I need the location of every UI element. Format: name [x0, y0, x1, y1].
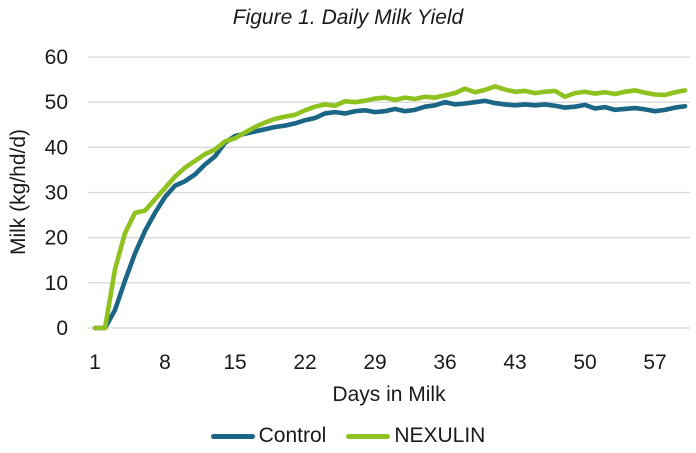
chart-title-text: Daily Milk Yield — [321, 6, 464, 29]
x-tick-label: 29 — [363, 351, 386, 374]
x-tick-label: 1 — [89, 351, 101, 374]
y-tick-label: 60 — [45, 46, 68, 69]
control-line-swatch — [210, 433, 255, 439]
y-tick-label: 40 — [45, 136, 68, 159]
x-tick-label: 15 — [223, 351, 246, 374]
y-tick-label: 10 — [45, 272, 68, 295]
y-axis-title: Milk (kg/hd/d) — [7, 129, 30, 255]
x-tick-label: 8 — [159, 351, 171, 374]
x-tick-label: 57 — [643, 351, 666, 374]
legend-label-nexulin: NEXULIN — [394, 424, 486, 447]
chart-title-prefix: Figure 1. — [232, 6, 316, 29]
y-tick-label: 0 — [56, 317, 68, 340]
y-tick-label: 30 — [45, 182, 68, 205]
legend-label-control: Control — [258, 424, 327, 447]
x-tick-label: 50 — [573, 351, 596, 374]
x-axis-title: Days in Milk — [332, 383, 446, 406]
gridlines — [88, 56, 690, 329]
legend-item-nexulin: NEXULIN — [346, 424, 485, 448]
legend: Control NEXULIN — [0, 424, 696, 448]
x-tick-label: 43 — [503, 351, 526, 374]
y-tick-label: 50 — [45, 91, 68, 114]
tick-labels: 0 10 20 30 40 50 60 1 8 15 22 29 36 43 50 57 — [45, 46, 667, 374]
chart-title: Figure 1. Daily Milk Yield — [0, 6, 696, 30]
x-tick-label: 36 — [433, 351, 456, 374]
control-series-line — [92, 98, 688, 331]
nexulin-line-swatch — [346, 433, 391, 439]
y-tick-label: 20 — [45, 227, 68, 250]
x-tick-label: 22 — [293, 351, 316, 374]
series-lines — [92, 84, 688, 331]
nexulin-series-line — [92, 84, 688, 331]
legend-item-control: Control — [210, 424, 327, 448]
